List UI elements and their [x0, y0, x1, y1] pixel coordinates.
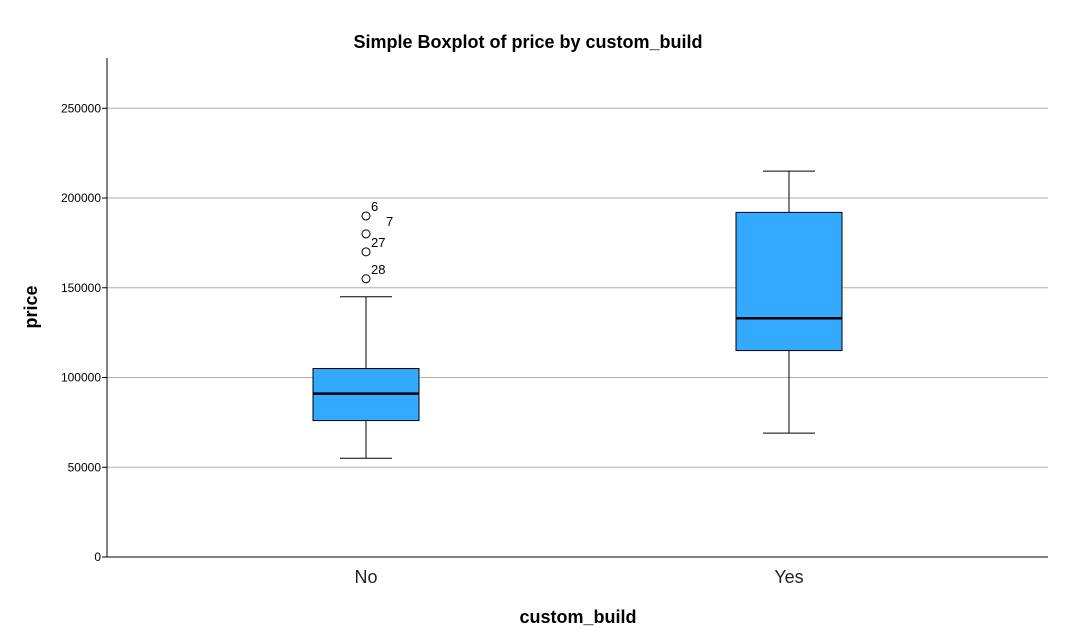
outlier-label: 28 [371, 262, 385, 277]
x-axis-ticks: No Yes [354, 567, 803, 587]
y-tick-label: 50000 [68, 460, 102, 474]
outlier-label: 6 [371, 199, 378, 214]
y-axis-ticks: 0 50000 100000 150000 200000 250000 [61, 101, 107, 564]
axes [106, 58, 1048, 558]
x-axis-title: custom_build [519, 607, 636, 627]
outlier-point [361, 274, 371, 284]
y-axis-title: price [21, 285, 41, 328]
y-tick-label: 200000 [61, 191, 101, 205]
y-tick-label: 150000 [61, 281, 101, 295]
y-tick-label: 0 [94, 550, 101, 564]
x-tick-label: Yes [774, 567, 803, 587]
iqr-box [735, 211, 843, 352]
outlier-label: 27 [371, 235, 385, 250]
box-yes [735, 170, 843, 434]
gridlines [107, 107, 1048, 468]
y-tick-label: 100000 [61, 371, 101, 385]
x-tick-label: No [354, 567, 377, 587]
chart-title: Simple Boxplot of price by custom_build [353, 32, 702, 52]
outlier-point [361, 229, 371, 239]
outlier-point [361, 211, 371, 221]
y-tick-label: 250000 [61, 101, 101, 115]
outlier-point [361, 247, 371, 257]
outlier-label: 7 [386, 214, 393, 229]
